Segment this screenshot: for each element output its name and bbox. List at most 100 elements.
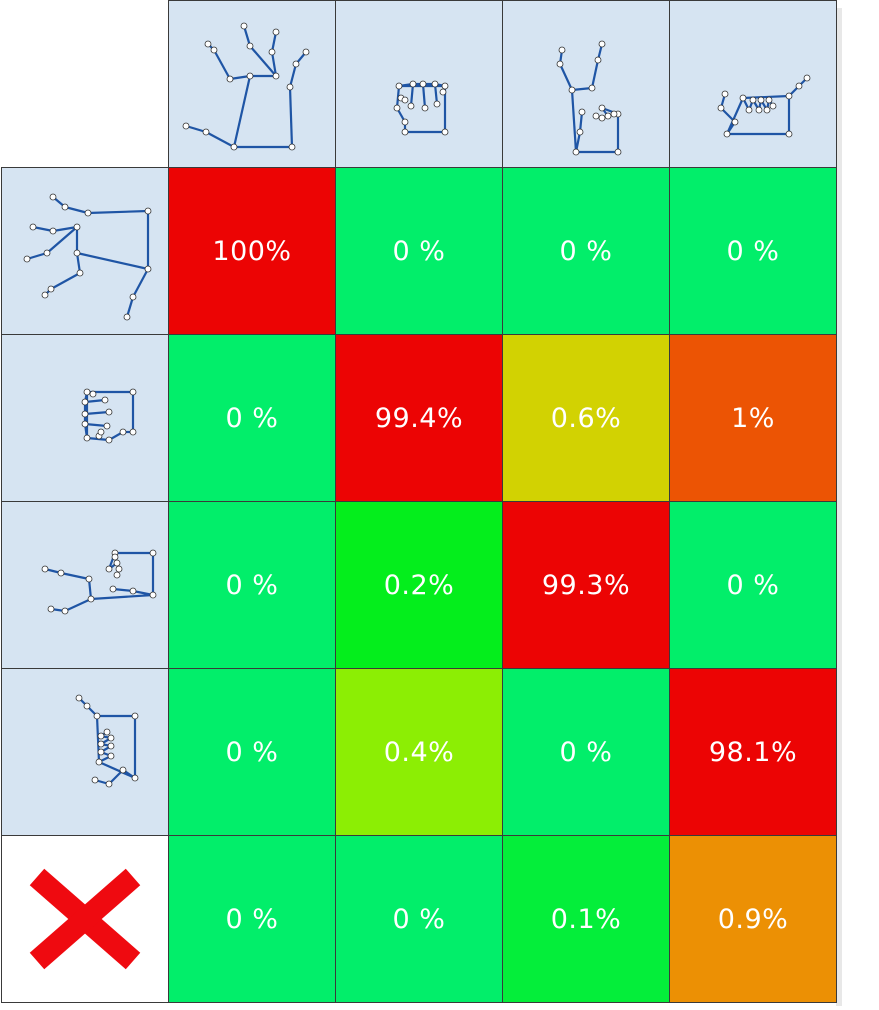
matrix-cell: 99.4% [335, 334, 503, 502]
skeleton-joint [23, 255, 31, 263]
skeleton-bone [125, 296, 135, 318]
skeleton-bone [84, 422, 108, 428]
skeleton-joint [81, 398, 89, 406]
matrix-cell: 100% [168, 167, 336, 335]
cell-value-label: 0.9% [717, 903, 789, 935]
skeleton-joint [441, 82, 449, 90]
skeleton-joint [131, 712, 139, 720]
skeleton-joint [433, 100, 441, 108]
skeleton-bone [570, 89, 578, 153]
skeleton-joint [83, 388, 91, 396]
skeleton-joint [73, 223, 81, 231]
skeleton-bone [90, 593, 154, 601]
matrix-cell: 1% [669, 334, 837, 502]
skeleton-joint [84, 209, 92, 217]
hand-skeleton-icon [41, 549, 157, 615]
matrix-cell: 0.6% [502, 334, 670, 502]
skeleton-joint [91, 776, 99, 784]
skeleton-bone [60, 571, 90, 581]
skeleton-joint [604, 112, 612, 120]
skeleton-joint [572, 148, 580, 156]
skeleton-joint [83, 702, 91, 710]
hand-skeleton-icon [75, 694, 139, 788]
skeleton-joint [431, 80, 439, 88]
skeleton-joint [75, 694, 83, 702]
skeleton-joint [109, 585, 117, 593]
red-x-icon [29, 868, 141, 970]
column-header-victory-gesture [502, 0, 670, 168]
cell-value-label: 0 % [392, 235, 446, 267]
skeleton-joint [119, 766, 127, 774]
skeleton-joint [745, 106, 753, 114]
skeleton-joint [578, 108, 586, 116]
skeleton-joint [49, 193, 57, 201]
cell-value-label: 98.1% [708, 736, 798, 768]
skeleton-joint [61, 203, 69, 211]
skeleton-joint [97, 428, 105, 436]
cell-value-label: 0 % [559, 736, 613, 768]
skeleton-joint [129, 388, 137, 396]
skeleton-joint [105, 408, 113, 416]
skeleton-bone [288, 86, 294, 148]
hand-skeleton-icon [23, 193, 152, 321]
skeleton-joint [292, 60, 300, 68]
skeleton-joint [757, 96, 765, 104]
skeleton-joint [95, 758, 103, 766]
matrix-cell: 0.1% [502, 835, 670, 1003]
skeleton-bone [742, 94, 790, 100]
matrix-cell: 0 % [335, 167, 503, 335]
matrix-cell: 0 % [168, 334, 336, 502]
skeleton-joint [61, 607, 69, 615]
skeleton-joint [395, 82, 403, 90]
skeleton-joint [202, 128, 210, 136]
skeleton-bone [132, 268, 149, 298]
skeleton-joint [592, 112, 600, 120]
skeleton-joint [785, 130, 793, 138]
skeleton-joint [439, 88, 447, 96]
skeleton-joint [731, 118, 739, 126]
skeleton-joint [97, 740, 105, 748]
skeleton-bone [288, 63, 298, 88]
column-header-pinch-gesture [669, 0, 837, 168]
column-header-fist-gesture [335, 0, 503, 168]
skeleton-joint [47, 285, 55, 293]
skeleton-joint [93, 712, 101, 720]
skeleton-joint [598, 114, 606, 122]
cell-value-label: 0 % [559, 235, 613, 267]
skeleton-joint [401, 118, 409, 126]
skeleton-joint [101, 396, 109, 404]
skeleton-joint [230, 143, 238, 151]
cell-value-label: 0 % [726, 235, 780, 267]
skeleton-bone [270, 51, 278, 77]
matrix-cell: 0 % [335, 835, 503, 1003]
matrix-shadow [836, 8, 842, 1006]
skeleton-bone [242, 25, 252, 47]
skeleton-joint [131, 774, 139, 782]
cell-value-label: 0.1% [550, 903, 622, 935]
cell-value-label: 0.2% [383, 569, 455, 601]
hand-skeleton-icon [81, 388, 137, 444]
cell-value-label: 0 % [225, 903, 279, 935]
skeleton-joint [41, 291, 49, 299]
skeleton-joint [558, 46, 566, 54]
hand-skeleton-icon [556, 40, 622, 156]
skeleton-joint [717, 104, 725, 112]
matrix-cell: 0.2% [335, 501, 503, 669]
skeleton-bone [50, 272, 81, 290]
skeleton-joint [49, 227, 57, 235]
skeleton-joint [268, 48, 276, 56]
skeleton-joint [97, 748, 105, 756]
cell-value-label: 0 % [225, 736, 279, 768]
skeleton-joint [795, 82, 803, 90]
skeleton-joint [119, 428, 127, 436]
skeleton-joint [81, 420, 89, 428]
skeleton-joint [57, 569, 65, 577]
skeleton-joint [240, 22, 248, 30]
skeleton-joint [29, 223, 37, 231]
cell-value-label: 0 % [392, 903, 446, 935]
skeleton-joint [123, 313, 131, 321]
skeleton-joint [610, 110, 618, 118]
skeleton-joint [129, 293, 137, 301]
skeleton-joint [149, 549, 157, 557]
skeleton-bone [95, 715, 101, 763]
